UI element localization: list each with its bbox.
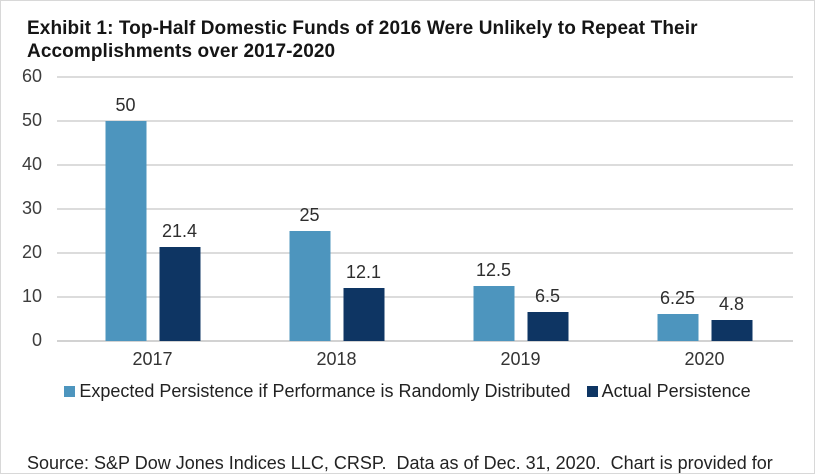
gridline-30: [57, 208, 793, 210]
chart-legend: Expected Persistence if Performance is R…: [0, 381, 815, 402]
source-line-1: Source: S&P Dow Jones Indices LLC, CRSP.…: [27, 453, 773, 473]
bar-actual-2018: [343, 287, 384, 341]
x-axis-category-label-2019: 2019: [500, 349, 541, 369]
bar-group-2020: 6.25 4.8: [657, 287, 752, 341]
y-axis-tick-label-30: 30: [21, 198, 42, 218]
x-axis-category-label-2017: 2017: [132, 349, 173, 369]
legend-label-actual: Actual Persistence: [601, 381, 751, 401]
gridline-20: [57, 252, 793, 254]
bar-value-label: 4.8: [718, 293, 745, 314]
legend-label-expected: Expected Persistence if Performance is R…: [79, 381, 571, 401]
gridline-10: [57, 296, 793, 298]
gridline-40: [57, 164, 793, 166]
bar-column-actual-2019: 6.5: [527, 286, 568, 341]
bar-value-label: 12.1: [345, 261, 382, 282]
bar-actual-2019: [527, 312, 568, 341]
y-axis-tick-label-0: 0: [31, 330, 42, 350]
y-axis-tick-label-60: 60: [21, 66, 42, 86]
bar-actual-2020: [711, 319, 752, 341]
bar-expected-2017: [105, 121, 146, 341]
y-axis-tick-label-10: 10: [21, 286, 42, 306]
source-disclaimer: Source: S&P Dow Jones Indices LLC, CRSP.…: [27, 411, 773, 474]
y-axis-tick-label-20: 20: [21, 242, 42, 262]
bar-value-label: 50: [115, 95, 136, 115]
x-axis-category-label-2018: 2018: [316, 349, 357, 369]
bar-group-2018: 25 12.1: [289, 205, 384, 341]
bar-expected-2019: [473, 286, 514, 341]
bar-expected-2018: [289, 231, 330, 341]
chart-title-line-2: Accomplishments over 2017-2020: [27, 40, 336, 62]
y-axis-tick-label-40: 40: [21, 154, 42, 174]
bar-group-2017: 50 21.4: [105, 95, 200, 341]
bar-group-2019: 12.5 6.5: [473, 260, 568, 341]
bar-column-expected-2019: 12.5: [473, 260, 514, 341]
gridline-0: [57, 340, 793, 342]
bar-column-expected-2018: 25: [289, 205, 330, 341]
legend-swatch-actual-icon: [586, 386, 598, 397]
bar-value-label: 25: [299, 205, 320, 225]
bar-column-actual-2020: 4.8: [711, 294, 752, 341]
legend-item-actual-persistence: Actual Persistence: [586, 381, 751, 402]
chart-title: Exhibit 1: Top-Half Domestic Funds of 20…: [27, 18, 799, 63]
gridline-60: [57, 76, 793, 78]
bar-column-actual-2018: 12.1: [343, 262, 384, 341]
legend-swatch-expected-icon: [64, 386, 76, 397]
bar-expected-2020: [657, 313, 698, 341]
y-axis-tick-label-50: 50: [21, 110, 42, 130]
bar-column-expected-2017: 50: [105, 95, 146, 341]
bar-column-actual-2017: 21.4: [159, 221, 200, 341]
bar-value-label: 6.25: [659, 287, 696, 308]
x-axis-category-label-2020: 2020: [684, 349, 725, 369]
bar-actual-2017: [159, 246, 200, 341]
gridline-50: [57, 120, 793, 122]
bar-value-label: 21.4: [161, 220, 198, 241]
bar-value-label: 6.5: [534, 286, 561, 307]
bar-value-label: 12.5: [475, 260, 512, 280]
chart-title-line-1: Exhibit 1: Top-Half Domestic Funds of 20…: [27, 18, 698, 39]
bar-column-expected-2020: 6.25: [657, 287, 698, 341]
legend-item-expected-persistence: Expected Persistence if Performance is R…: [64, 381, 571, 402]
